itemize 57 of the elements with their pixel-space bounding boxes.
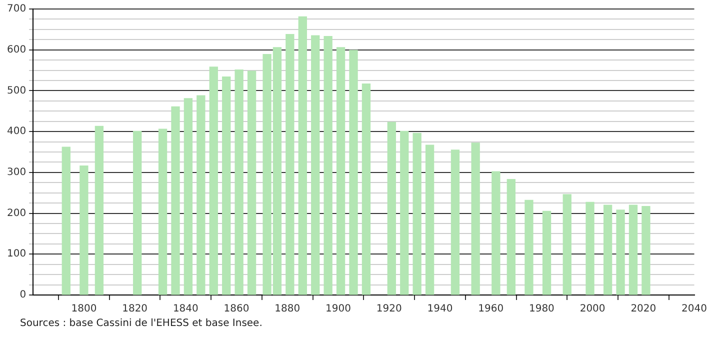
bar [412, 132, 422, 295]
y-tick-label: 100 [6, 248, 26, 260]
x-tick-label: 1940 [427, 304, 453, 315]
x-tick-label: 2020 [630, 304, 656, 315]
x-tick-label: 1980 [528, 304, 554, 315]
y-tick-label: 300 [6, 167, 26, 178]
bar [196, 95, 206, 295]
bar [94, 126, 104, 295]
bar [286, 34, 294, 295]
bar [400, 130, 409, 295]
bar [450, 150, 460, 295]
x-tick-label: 1800 [71, 304, 97, 315]
x-tick-label: 1900 [326, 304, 351, 315]
x-tick-label: 1920 [376, 304, 402, 315]
bar [349, 50, 358, 295]
x-tick-label: 2040 [682, 304, 707, 315]
bar [387, 122, 396, 295]
bar [603, 204, 612, 295]
bar [336, 47, 346, 295]
x-tick-label: 1840 [172, 304, 198, 315]
y-tick-label: 400 [6, 126, 26, 138]
bar [542, 210, 552, 295]
bar [586, 202, 594, 295]
bar [524, 200, 534, 295]
x-tick-label: 2000 [580, 304, 606, 315]
x-tick-label: 1880 [274, 304, 300, 315]
bar [492, 171, 500, 295]
bar [298, 16, 307, 295]
bar [184, 98, 193, 295]
bar [616, 210, 625, 295]
bar [247, 70, 256, 295]
bar [362, 83, 371, 295]
bar [506, 179, 516, 295]
bar [628, 204, 638, 295]
y-tick-label: 200 [6, 208, 26, 219]
bar [171, 106, 180, 295]
bar [209, 66, 218, 295]
bar [562, 194, 572, 295]
bar [311, 35, 320, 295]
bar [324, 36, 332, 295]
y-tick-label: 700 [6, 4, 26, 15]
y-tick-label: 600 [6, 44, 26, 56]
bar [158, 128, 168, 295]
x-tick-label: 1960 [478, 304, 504, 315]
x-tick-label: 1820 [122, 304, 148, 315]
bar [222, 76, 231, 295]
y-tick-label: 500 [6, 85, 26, 96]
source-note: Sources : base Cassini de l'EHESS et base Insee. [20, 318, 264, 329]
x-tick-label: 1860 [224, 304, 250, 315]
bar [471, 142, 480, 295]
bar [80, 166, 88, 295]
bar [425, 144, 434, 295]
bar [234, 70, 244, 295]
bar [642, 206, 650, 295]
y-tick-label: 0 [20, 290, 26, 301]
bar [133, 130, 142, 295]
bar [62, 146, 70, 295]
